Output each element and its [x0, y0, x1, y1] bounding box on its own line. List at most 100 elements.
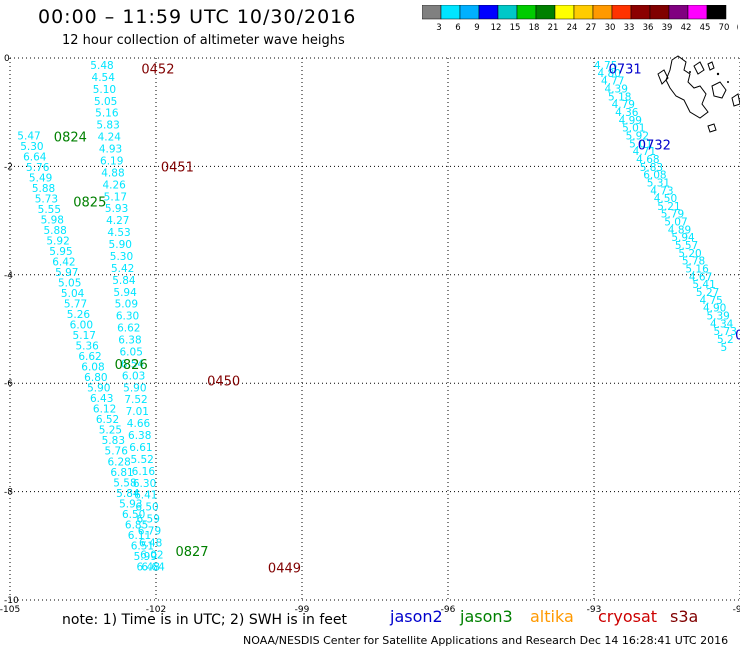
colorbar-swatch	[706, 5, 727, 20]
colorbar-label: 30	[605, 23, 616, 33]
swh-value: 6.08	[643, 170, 666, 182]
island-santa-cruz	[711, 81, 727, 99]
swh-value: 6.08	[81, 362, 104, 374]
swh-value: 4.77	[601, 76, 624, 88]
swh-value: 4.75	[699, 295, 722, 307]
swh-value: 6.02	[140, 549, 163, 561]
swh-value: 5.26	[67, 309, 91, 321]
islet-1	[716, 72, 720, 76]
swh-value: 7.52	[124, 394, 147, 406]
swh-value: 6.05	[120, 346, 143, 358]
swh-value: 4.27	[106, 215, 129, 227]
swh-value: 5.90	[109, 239, 132, 251]
pass-label: 0826	[115, 358, 148, 373]
swh-value: 4.68	[636, 154, 659, 166]
swh-value: 6.03	[122, 370, 145, 382]
swh-value: 6.16	[132, 466, 156, 478]
swh-value: 5.94	[671, 232, 695, 244]
swh-value: 6.12	[93, 404, 116, 416]
swh-value: 6.64	[141, 561, 165, 573]
swh-value: 5.30	[110, 251, 133, 263]
swh-value: 5.95	[49, 246, 72, 258]
pass-labels: 0452 0451 0450 0449 0824 0825 0826 0827 0731 0732…	[54, 63, 740, 577]
colorbar-label: 24	[567, 23, 578, 33]
island-san-cristobal	[731, 93, 740, 107]
swh-value: 5.41	[692, 279, 715, 291]
y-tick-label: -8	[4, 488, 13, 498]
footnote: note: 1) Time is in UTC; 2) SWH is in fe…	[62, 612, 348, 628]
swh-value: 6.30	[133, 478, 156, 490]
swh-value: 4.75	[594, 60, 617, 72]
colorbar-label: 9	[474, 23, 479, 33]
chart-title: 00:00 – 11:59 UTC 10/30/2016	[38, 6, 357, 28]
swh-value: 5.16	[95, 108, 119, 120]
swh-value: 5.55	[38, 204, 61, 216]
swh-value: 4.34	[710, 318, 734, 330]
credit-line: NOAA/NESDIS Center for Satellite Applica…	[243, 634, 729, 647]
swh-value: 6.43	[90, 393, 113, 405]
swh-value: 5	[721, 342, 728, 354]
x-tick-label: -93	[587, 605, 602, 615]
swh-value: 4.73	[650, 185, 673, 197]
swh-value: 5.48	[90, 60, 113, 72]
colorbar-label: 36	[643, 23, 654, 33]
swh-value: 5.88	[43, 225, 66, 237]
swh-value: 6.38	[118, 335, 141, 347]
colorbar-label: 45	[700, 23, 711, 33]
swh-value: 5.84	[112, 275, 136, 287]
swh-value: 5.05	[94, 96, 117, 108]
swh-value: 5.93	[105, 203, 128, 215]
swh-value: 5.20	[678, 248, 701, 260]
swh-value: 6.81	[110, 467, 133, 479]
y-tick-label: -2	[4, 162, 13, 172]
swh-value: 6.11	[128, 530, 151, 542]
swh-value: 4.36	[615, 107, 639, 119]
swh-value: 6.52	[96, 414, 119, 426]
swh-value: 6.54	[121, 358, 145, 370]
x-tick-label: -105	[0, 605, 20, 615]
swh-value: 6.00	[70, 320, 93, 332]
swh-value: 5.16	[685, 264, 709, 276]
swh-value: 6.48	[139, 537, 162, 549]
pass-label: 0451	[161, 160, 194, 175]
swh-value: 4.88	[101, 167, 124, 179]
x-tick-label: -99	[295, 605, 310, 615]
pass-label: 0827	[175, 545, 208, 560]
grid	[9, 57, 740, 601]
swh-value: 4.79	[612, 99, 635, 111]
pass-label: 073	[735, 328, 740, 343]
swh-value: 5.01	[629, 138, 652, 150]
swh-value: 4.71	[633, 146, 656, 158]
swh-value: 6.19	[100, 155, 123, 167]
swh-value: 4.66	[127, 418, 151, 430]
swh-value: 5.92	[626, 130, 649, 142]
swh-value: 6.50	[135, 502, 158, 514]
colorbar-label: 18	[529, 23, 540, 33]
swh-value: 4.90	[703, 303, 726, 315]
chart-subtitle: 12 hour collection of altimeter wave hei…	[62, 33, 345, 48]
swh-value: 4.89	[668, 224, 691, 236]
swh-value: 5.52	[130, 454, 153, 466]
island-floreana	[707, 123, 717, 133]
swh-value: 6.80	[84, 372, 107, 384]
swh-value: 4.24	[98, 132, 122, 144]
y-tick-label: 0	[4, 54, 10, 64]
islet-2	[689, 71, 691, 73]
x-tick-label: -96	[441, 605, 456, 615]
colorbar-label: 42	[681, 23, 692, 33]
colorbar-label: 70	[719, 23, 730, 33]
swh-value: 5.31	[647, 177, 670, 189]
tick-labels: -105 -102 -99 -96 -93 -90 0 -2 -4 -6 -8 -10	[0, 54, 740, 615]
swh-value: 5.77	[64, 299, 87, 311]
islet-3	[727, 81, 729, 83]
swh-value: 6.59	[137, 514, 160, 526]
swh-value: 5.25	[99, 425, 122, 437]
swh-value: 5.92	[46, 236, 69, 248]
colorbar-label: 33	[624, 23, 635, 33]
swh-value: 5.99	[134, 551, 157, 563]
swh-value: 6.62	[78, 351, 101, 363]
swh-value: 5.79	[661, 209, 684, 221]
swh-value: 4.99	[619, 115, 642, 127]
colorbar-label: 6	[455, 23, 460, 33]
